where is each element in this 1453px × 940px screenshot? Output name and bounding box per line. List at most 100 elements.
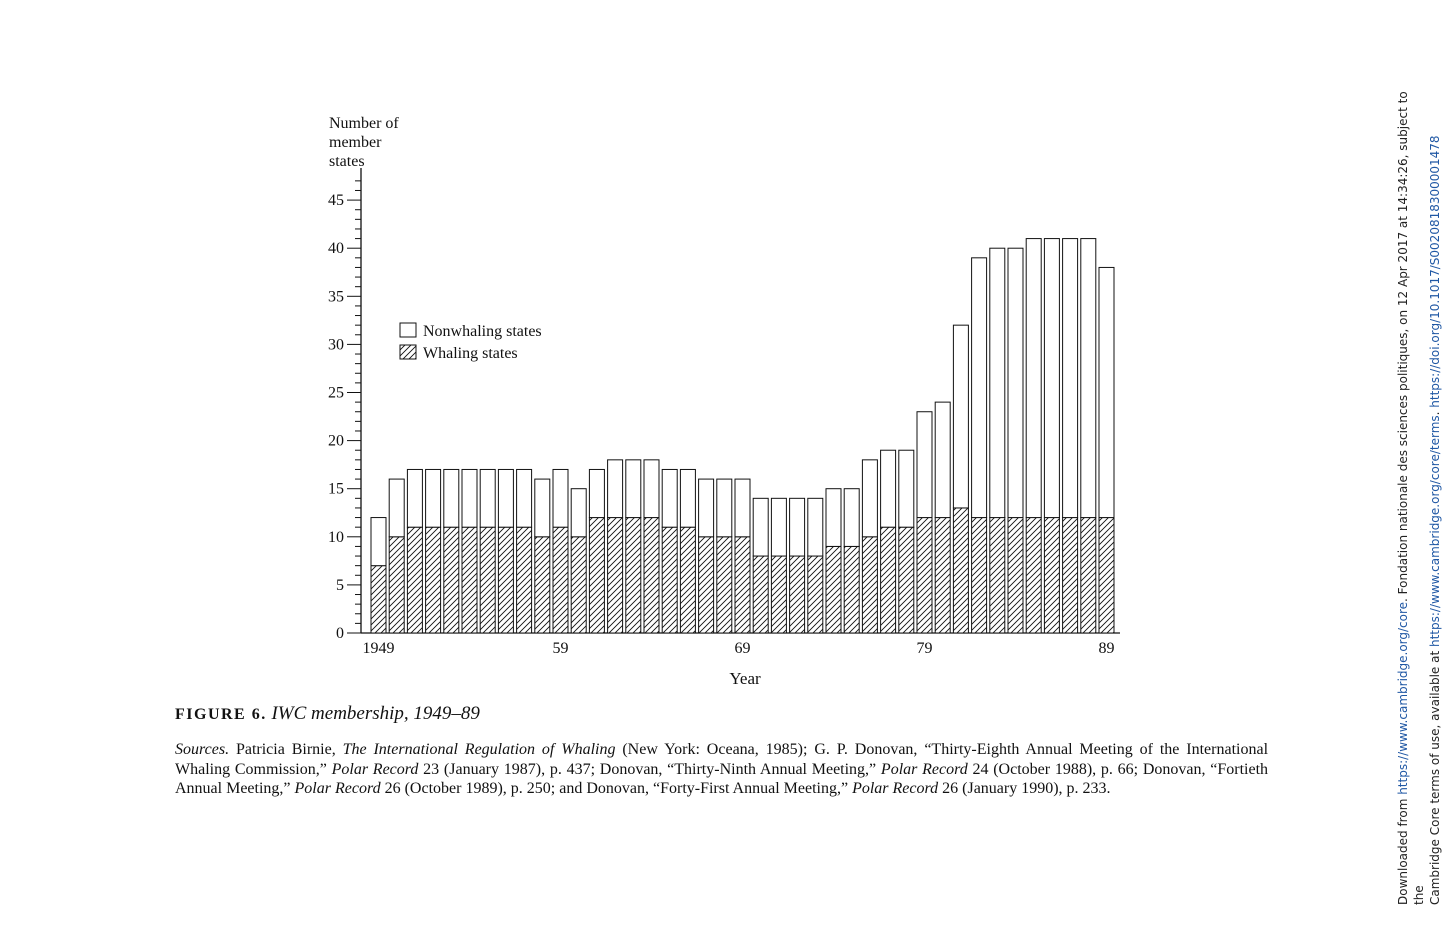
bar-whaling-1982 [971, 517, 988, 634]
sources-text: 23 (January 1987), p. 437; Donovan, “Thi… [418, 760, 881, 778]
y-tick-label: 45 [328, 192, 344, 209]
bar-whaling-1959 [552, 526, 569, 634]
sources-text: (New York: Oceana, 1985); G. P. Donovan,… [175, 741, 1269, 778]
bar-whaling-1955 [479, 526, 496, 634]
terms-link[interactable]: https://www.cambridge.org/core/terms [1428, 415, 1442, 647]
y-tick-label: 20 [328, 433, 344, 450]
y-axis-title-line-2: member [329, 134, 382, 151]
figure-title: IWC membership, 1949–89 [271, 703, 480, 724]
sources-italic-title: Polar Record [294, 780, 381, 797]
bar-nonwhaling-1983 [989, 247, 1006, 519]
figure-sources: Sources. Patricia Birnie, The Internatio… [175, 740, 1268, 799]
bar-nonwhaling-1979 [916, 411, 933, 519]
bar-whaling-1976 [861, 536, 878, 634]
bar-nonwhaling-1985 [1025, 238, 1042, 519]
terms-prefix: Cambridge Core terms of use, available a… [1428, 647, 1442, 905]
y-axis-title-line-1: Number of [329, 115, 399, 132]
bar-nonwhaling-1989 [1098, 266, 1115, 519]
y-tick-label: 5 [336, 577, 344, 594]
sources-italic-title: The International Regulation of Whaling [342, 741, 616, 758]
sources-italic-title: Polar Record [852, 780, 939, 797]
x-tick-label: 89 [1099, 640, 1115, 657]
x-tick-label: 59 [553, 640, 569, 657]
cambridge-core-link[interactable]: https://www.cambridge.org/core [1396, 601, 1410, 795]
bar-nonwhaling-1976 [861, 459, 878, 538]
bar-nonwhaling-1967 [698, 478, 715, 538]
figure-label: FIGURE 6. [175, 706, 267, 723]
bar-whaling-1967 [698, 536, 715, 634]
chart-bars [370, 238, 1115, 634]
terms-separator: . [1428, 407, 1442, 416]
bar-nonwhaling-1959 [552, 468, 569, 528]
bar-nonwhaling-1951 [406, 468, 423, 528]
bar-nonwhaling-1960 [570, 488, 587, 538]
bar-whaling-1975 [843, 545, 860, 634]
notice-prefix: Downloaded from [1396, 794, 1410, 905]
bar-whaling-1958 [534, 536, 551, 634]
bar-whaling-1979 [916, 517, 933, 634]
bar-whaling-1951 [406, 526, 423, 634]
sources-italic-title: Polar Record [331, 760, 419, 778]
doi-link[interactable]: https://doi.org/10.1017/S002081830000147… [1428, 135, 1442, 408]
bar-nonwhaling-1956 [497, 468, 514, 528]
sources-text: 24 (October 1988), p. 66; Donovan, “Fort… [175, 760, 1269, 798]
legend-swatch-whaling [399, 344, 417, 360]
bar-nonwhaling-1977 [880, 449, 897, 528]
bar-nonwhaling-1949 [370, 517, 387, 567]
bar-nonwhaling-1966 [679, 468, 696, 528]
x-tick-label: 1949 [363, 640, 395, 657]
bar-nonwhaling-1984 [1007, 247, 1024, 519]
bar-nonwhaling-1980 [934, 401, 951, 519]
bar-whaling-1960 [570, 536, 587, 634]
download-notice: Downloaded from https://www.cambridge.or… [1395, 85, 1443, 905]
bar-nonwhaling-1969 [734, 478, 751, 538]
bar-nonwhaling-1955 [479, 468, 496, 528]
bar-whaling-1972 [789, 555, 806, 634]
bar-nonwhaling-1982 [971, 257, 988, 519]
x-axis-title: Year [729, 669, 761, 688]
legend-swatch-nonwhaling [399, 322, 417, 338]
bar-whaling-1968 [716, 536, 733, 634]
sources-text: 26 (January 1990), p. 233. [938, 780, 1111, 797]
bar-nonwhaling-1978 [898, 449, 915, 528]
sources-text: 26 (October 1989), p. 250; and Donovan, … [380, 780, 853, 797]
bar-nonwhaling-1987 [1062, 238, 1079, 519]
bar-nonwhaling-1958 [534, 478, 551, 538]
bar-whaling-1984 [1007, 517, 1024, 634]
bar-nonwhaling-1981 [952, 324, 969, 509]
y-tick-label: 15 [328, 481, 344, 498]
bar-whaling-1953 [443, 526, 460, 634]
bar-nonwhaling-1964 [643, 459, 660, 519]
bar-whaling-1986 [1043, 517, 1060, 634]
bar-whaling-1963 [625, 517, 642, 634]
bar-whaling-1949 [370, 565, 387, 634]
bar-whaling-1980 [934, 517, 951, 634]
bar-whaling-1954 [461, 526, 478, 634]
chart-legend: Nonwhaling states Whaling states [399, 322, 542, 362]
bar-nonwhaling-1986 [1043, 238, 1060, 519]
bar-nonwhaling-1950 [388, 478, 405, 538]
bar-nonwhaling-1974 [825, 488, 842, 547]
bar-whaling-1950 [388, 536, 405, 634]
bar-whaling-1978 [898, 526, 915, 634]
download-notice-line-2: Cambridge Core terms of use, available a… [1427, 85, 1443, 905]
bar-nonwhaling-1973 [807, 497, 824, 557]
x-tick-label: 79 [917, 640, 933, 657]
bar-whaling-1977 [880, 526, 897, 634]
bar-whaling-1965 [661, 526, 678, 634]
bar-nonwhaling-1963 [625, 459, 642, 519]
bar-whaling-1974 [825, 545, 842, 634]
y-tick-label: 40 [328, 240, 344, 257]
bar-whaling-1989 [1098, 517, 1115, 634]
bar-nonwhaling-1957 [516, 468, 533, 528]
bar-whaling-1957 [516, 526, 533, 634]
bar-whaling-1966 [679, 526, 696, 634]
bar-nonwhaling-1965 [661, 468, 678, 528]
legend-label: Whaling states [423, 345, 518, 362]
figure-caption: FIGURE 6. IWC membership, 1949–89 [175, 703, 480, 725]
y-tick-label: 30 [328, 336, 344, 353]
bar-nonwhaling-1954 [461, 468, 478, 528]
bar-whaling-1964 [643, 517, 660, 634]
bar-whaling-1962 [607, 517, 624, 634]
